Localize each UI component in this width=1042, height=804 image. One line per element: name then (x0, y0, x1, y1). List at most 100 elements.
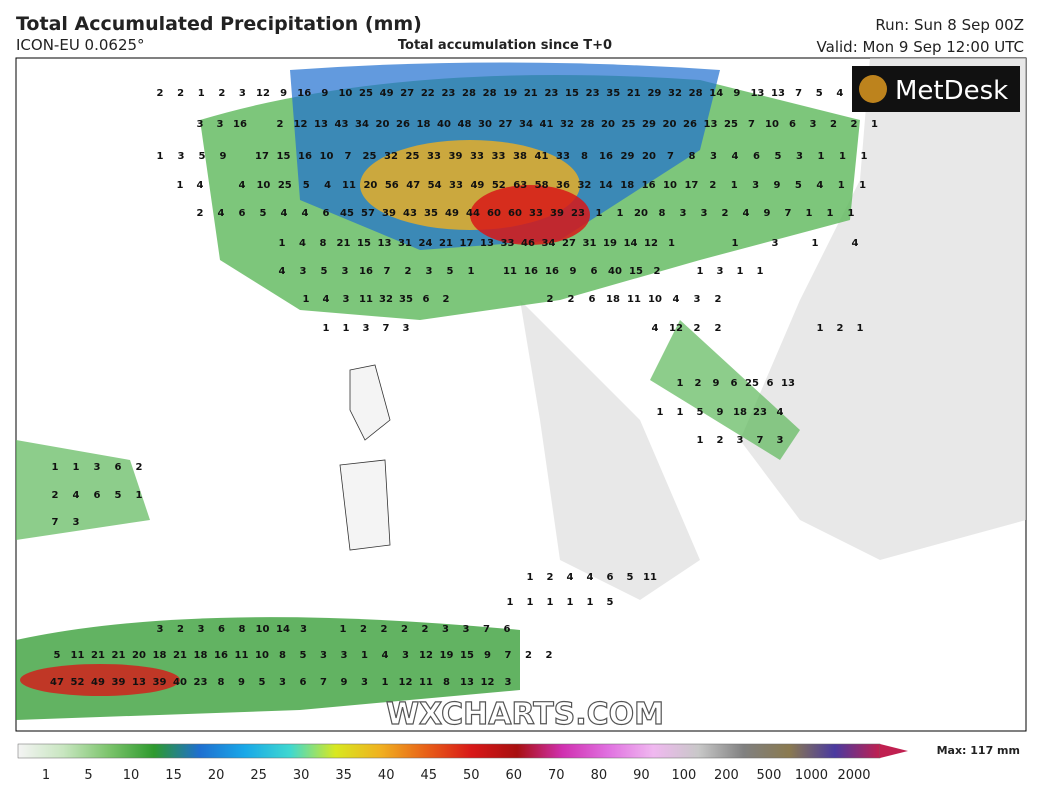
precip-label: 13 (460, 677, 474, 688)
precip-label: 4 (652, 323, 659, 334)
precip-label: 32 (560, 119, 574, 130)
precip-label: 1 (587, 597, 594, 608)
precip-label: 39 (382, 208, 396, 219)
precip-label: 5 (816, 88, 823, 99)
precip-label: 3 (403, 323, 410, 334)
precip-label: 39 (550, 208, 564, 219)
precip-label: 1 (677, 407, 684, 418)
colorbar-label: 50 (463, 768, 480, 783)
precip-label: 10 (663, 180, 677, 191)
precip-label: 1 (827, 208, 834, 219)
precip-label: 1 (757, 266, 764, 277)
precip-label: 3 (217, 119, 224, 130)
precip-label: 5 (54, 650, 61, 661)
precip-label: 20 (601, 119, 615, 130)
precip-label: 2 (52, 490, 59, 501)
precip-label: 1 (737, 266, 744, 277)
precip-label: 12 (669, 323, 683, 334)
precip-label: 2 (197, 208, 204, 219)
rain-red (470, 185, 590, 245)
precip-label: 1 (198, 88, 205, 99)
title: Total Accumulated Precipitation (mm) (16, 13, 422, 35)
precip-label: 2 (157, 88, 164, 99)
precip-label: 13 (480, 238, 494, 249)
precip-label: 5 (627, 572, 634, 583)
precip-label: 9 (321, 88, 328, 99)
precip-label: 8 (279, 650, 286, 661)
precip-label: 23 (441, 88, 455, 99)
precip-label: 16 (642, 180, 656, 191)
precip-label: 1 (157, 151, 164, 162)
precip-label: 1 (567, 597, 574, 608)
precip-label: 3 (796, 151, 803, 162)
precip-label: 18 (417, 119, 431, 130)
precip-label: 23 (586, 88, 600, 99)
colorbar-label: 80 (591, 768, 608, 783)
precip-label: 3 (402, 650, 409, 661)
precip-label: 39 (153, 677, 167, 688)
precip-label: 12 (294, 119, 308, 130)
precip-label: 4 (239, 180, 246, 191)
precip-label: 7 (757, 435, 764, 446)
precip-label: 8 (659, 208, 666, 219)
precip-label: 23 (753, 407, 767, 418)
precip-label: 13 (704, 119, 718, 130)
rain-west (16, 440, 150, 540)
precip-label: 2 (715, 294, 722, 305)
precip-label: 5 (447, 266, 454, 277)
precip-label: 7 (795, 88, 802, 99)
colorbar-label: 40 (378, 768, 395, 783)
precip-label: 2 (654, 266, 661, 277)
precip-label: 52 (71, 677, 85, 688)
precip-label: 1 (668, 238, 675, 249)
precip-label: 47 (50, 677, 64, 688)
precip-label: 1 (468, 266, 475, 277)
colorbar-label: 90 (633, 768, 650, 783)
precip-label: 19 (503, 88, 517, 99)
precip-label: 3 (752, 180, 759, 191)
precip-label: 27 (400, 88, 414, 99)
precip-label: 4 (836, 88, 843, 99)
precip-label: 3 (463, 624, 470, 635)
precip-label: 19 (603, 238, 617, 249)
precip-label: 1 (177, 180, 184, 191)
precip-label: 2 (830, 119, 837, 130)
precip-label: 63 (513, 180, 527, 191)
precip-label: 2 (277, 119, 284, 130)
precip-label: 28 (689, 88, 703, 99)
max-label: Max: 117 mm (937, 744, 1020, 757)
precip-label: 4 (299, 238, 306, 249)
precip-label: 48 (458, 119, 472, 130)
precip-label: 13 (132, 677, 146, 688)
precip-label: 4 (281, 208, 288, 219)
precip-label: 32 (577, 180, 591, 191)
precip-label: 1 (697, 266, 704, 277)
precip-label: 3 (442, 624, 449, 635)
precip-label: 49 (91, 677, 105, 688)
precip-label: 23 (194, 677, 208, 688)
precip-label: 10 (256, 624, 270, 635)
precip-label: 1 (731, 180, 738, 191)
precip-label: 10 (320, 151, 334, 162)
precip-label: 60 (487, 208, 501, 219)
precip-label: 11 (627, 294, 641, 305)
precip-label: 7 (345, 151, 352, 162)
precip-label: 12 (419, 650, 433, 661)
precip-label: 17 (255, 151, 269, 162)
precip-label: 7 (667, 151, 674, 162)
precip-label: 1 (812, 238, 819, 249)
precip-label: 7 (483, 624, 490, 635)
precip-label: 20 (132, 650, 146, 661)
precip-label: 33 (449, 180, 463, 191)
precip-label: 47 (406, 180, 420, 191)
precip-label: 2 (177, 624, 184, 635)
precip-label: 1 (340, 624, 347, 635)
precip-label: 13 (750, 88, 764, 99)
precip-label: 5 (199, 151, 206, 162)
colorbar-label: 1 (42, 768, 50, 783)
precip-label: 6 (300, 677, 307, 688)
precip-label: 8 (218, 677, 225, 688)
precip-label: 15 (460, 650, 474, 661)
precip-label: 3 (737, 435, 744, 446)
